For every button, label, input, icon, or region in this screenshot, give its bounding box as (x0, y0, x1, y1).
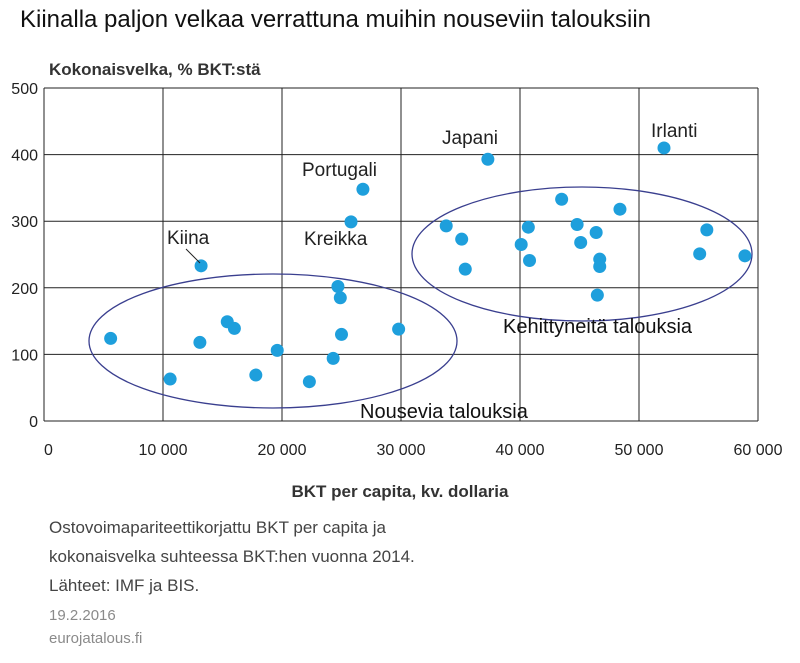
footer-site: eurojatalous.fi (49, 630, 143, 647)
ellipse-emerging-economies (88, 273, 458, 409)
data-point (570, 218, 584, 232)
x-tick-label: 0 (44, 442, 53, 459)
data-point (335, 327, 348, 341)
data-point (738, 249, 752, 263)
x-tick-label: 40 000 (496, 442, 545, 459)
data-point (481, 152, 495, 166)
data-point (455, 232, 469, 246)
annotation-label: Japani (442, 128, 498, 149)
x-tick-label: 20 000 (258, 442, 307, 459)
data-point (700, 223, 714, 237)
data-point (194, 259, 208, 273)
footer-note-line-2: kokonaisvelka suhteessa BKT:hen vuonna 2… (49, 547, 415, 566)
data-point (333, 291, 347, 305)
data-point (521, 220, 535, 234)
x-tick-label: 10 000 (139, 442, 188, 459)
footer-date: 19.2.2016 (49, 607, 116, 624)
annotation-label: Portugali (302, 160, 377, 181)
y-tick-label: 200 (11, 281, 38, 298)
y-tick-label: 500 (11, 81, 38, 98)
annotation-leader-line (185, 248, 201, 264)
y-tick-label: 300 (11, 214, 38, 231)
y-axis-label: Kokonaisvelka, % BKT:stä (49, 60, 261, 79)
chart-title: Kiinalla paljon velkaa verrattuna muihin… (20, 6, 652, 33)
ellipse-advanced-economies (411, 186, 753, 322)
data-point (574, 236, 588, 250)
annotation-label: Irlanti (651, 121, 697, 142)
data-points (104, 141, 752, 389)
data-point (356, 182, 370, 196)
group-ellipses (88, 186, 753, 409)
x-tick-label: 50 000 (615, 442, 664, 459)
data-point (523, 253, 537, 267)
data-point (657, 141, 671, 155)
data-point (344, 215, 358, 229)
data-point (555, 192, 569, 206)
annotations: Irlanti Japani Portugali Kreikka Kiina Nousev… (167, 121, 697, 423)
y-tick-label: 0 (29, 414, 38, 431)
annotation-label: Kreikka (304, 229, 368, 250)
data-point (458, 262, 472, 276)
data-point (104, 331, 118, 345)
data-point (439, 219, 453, 233)
data-point (270, 343, 284, 357)
data-point (326, 351, 340, 365)
group-label: Nousevia talouksia (360, 401, 529, 423)
data-point (249, 368, 263, 382)
footer-sources: Lähteet: IMF ja BIS. (49, 576, 200, 595)
group-label: Kehittyneitä talouksia (503, 316, 693, 338)
y-tick-label: 100 (11, 347, 38, 364)
x-axis-label: BKT per capita, kv. dollaria (291, 482, 509, 501)
data-point (589, 226, 603, 240)
data-point (331, 279, 345, 293)
y-tick-label: 400 (11, 148, 38, 165)
footer-note-line-1: Ostovoimapariteettikorjattu BKT per capi… (49, 518, 387, 537)
data-point (163, 372, 177, 386)
annotation-label: Kiina (167, 228, 210, 249)
data-point (593, 259, 607, 273)
data-point (514, 238, 528, 252)
data-point (693, 247, 707, 261)
data-point (302, 375, 316, 389)
data-point (613, 202, 627, 216)
data-point (227, 321, 241, 335)
grid (43, 87, 759, 422)
x-tick-label: 60 000 (734, 442, 783, 459)
x-tick-label: 30 000 (377, 442, 426, 459)
data-point (193, 335, 207, 349)
scatter-chart: 0 100 200 300 400 500 0 10 000 20 000 30 000 40 00… (11, 81, 782, 459)
tick-labels: 0 100 200 300 400 500 0 10 000 20 000 30 000 40 00… (11, 81, 782, 459)
data-point (590, 288, 604, 302)
data-point (392, 322, 406, 336)
